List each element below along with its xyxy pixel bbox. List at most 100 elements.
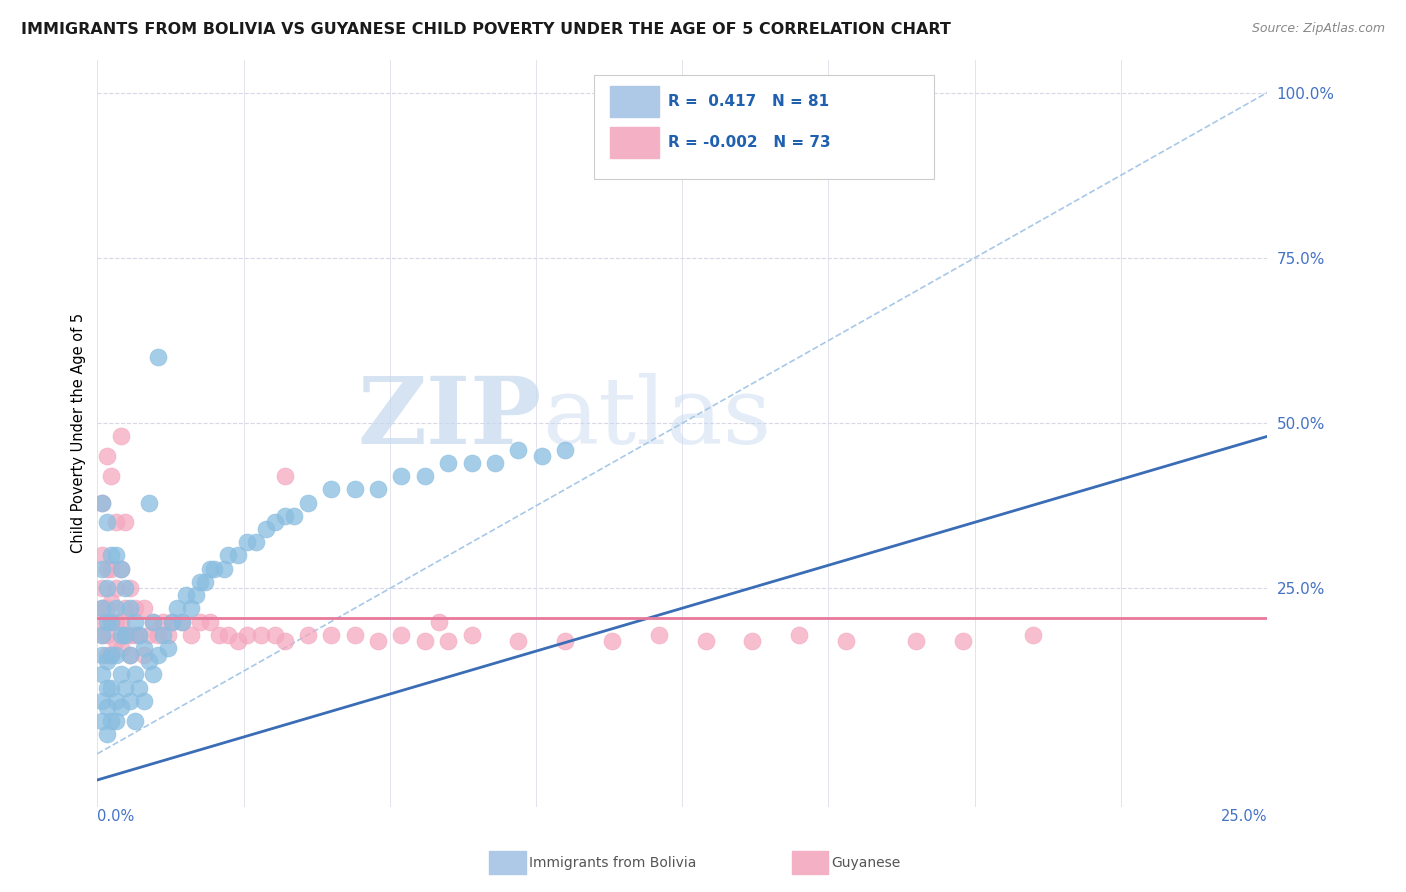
Point — [142, 615, 165, 629]
Point — [245, 535, 267, 549]
Point — [91, 495, 114, 509]
Point — [156, 640, 179, 655]
Point — [120, 648, 142, 662]
Point — [91, 714, 114, 728]
Point — [105, 694, 128, 708]
Point — [321, 483, 343, 497]
Point — [142, 615, 165, 629]
Point — [297, 628, 319, 642]
Point — [120, 694, 142, 708]
Point — [254, 522, 277, 536]
Point — [110, 562, 132, 576]
Text: atlas: atlas — [541, 373, 770, 463]
Text: Guyanese: Guyanese — [831, 855, 900, 870]
Point — [146, 648, 169, 662]
Point — [105, 634, 128, 648]
FancyBboxPatch shape — [595, 75, 934, 179]
FancyBboxPatch shape — [610, 127, 659, 158]
Text: ZIP: ZIP — [357, 373, 541, 463]
Point — [96, 648, 118, 662]
Point — [437, 456, 460, 470]
Point — [170, 615, 193, 629]
Point — [91, 694, 114, 708]
Point — [91, 549, 114, 563]
Point — [208, 628, 231, 642]
Point — [110, 640, 132, 655]
Y-axis label: Child Poverty Under the Age of 5: Child Poverty Under the Age of 5 — [72, 313, 86, 553]
Point — [134, 640, 156, 655]
Point — [180, 601, 202, 615]
Point — [343, 628, 366, 642]
Point — [100, 595, 122, 609]
Point — [648, 628, 671, 642]
Point — [226, 634, 249, 648]
Point — [264, 516, 287, 530]
Point — [96, 516, 118, 530]
Point — [787, 628, 810, 642]
Point — [110, 562, 132, 576]
Point — [91, 615, 114, 629]
Point — [96, 601, 118, 615]
Point — [554, 442, 576, 457]
Point — [146, 350, 169, 364]
Point — [152, 628, 174, 642]
Point — [124, 667, 146, 681]
Point — [180, 628, 202, 642]
Point — [367, 483, 389, 497]
Point — [128, 628, 150, 642]
Point — [273, 469, 295, 483]
Point — [124, 601, 146, 615]
Text: Source: ZipAtlas.com: Source: ZipAtlas.com — [1251, 22, 1385, 36]
Point — [174, 588, 197, 602]
Point — [188, 615, 211, 629]
Point — [321, 628, 343, 642]
Point — [600, 634, 623, 648]
Point — [198, 562, 221, 576]
Point — [100, 714, 122, 728]
Point — [138, 495, 160, 509]
Point — [413, 469, 436, 483]
Point — [114, 628, 136, 642]
Point — [138, 628, 160, 642]
Point — [264, 628, 287, 642]
Text: R =  0.417   N = 81: R = 0.417 N = 81 — [668, 94, 830, 109]
FancyBboxPatch shape — [610, 86, 659, 117]
Point — [508, 442, 530, 457]
Point — [96, 681, 118, 695]
Point — [134, 648, 156, 662]
Point — [484, 456, 506, 470]
Point — [367, 634, 389, 648]
Point — [124, 615, 146, 629]
Point — [170, 615, 193, 629]
Point — [460, 628, 482, 642]
Point — [134, 601, 156, 615]
Point — [100, 648, 122, 662]
Point — [554, 634, 576, 648]
Point — [273, 634, 295, 648]
Point — [124, 628, 146, 642]
Point — [91, 601, 114, 615]
Point — [105, 549, 128, 563]
Point — [217, 628, 239, 642]
Point — [741, 634, 763, 648]
Point — [297, 495, 319, 509]
Point — [250, 628, 273, 642]
Point — [427, 615, 450, 629]
Text: 25.0%: 25.0% — [1220, 809, 1267, 823]
Point — [160, 615, 183, 629]
Point — [188, 574, 211, 589]
Point — [96, 654, 118, 668]
Point — [952, 634, 974, 648]
Point — [212, 562, 235, 576]
Point — [236, 628, 259, 642]
Point — [134, 694, 156, 708]
Point — [100, 615, 122, 629]
Point — [110, 429, 132, 443]
Point — [114, 628, 136, 642]
Point — [100, 681, 122, 695]
Point — [96, 628, 118, 642]
Point — [152, 615, 174, 629]
Point — [96, 450, 118, 464]
Point — [105, 714, 128, 728]
Point — [91, 562, 114, 576]
